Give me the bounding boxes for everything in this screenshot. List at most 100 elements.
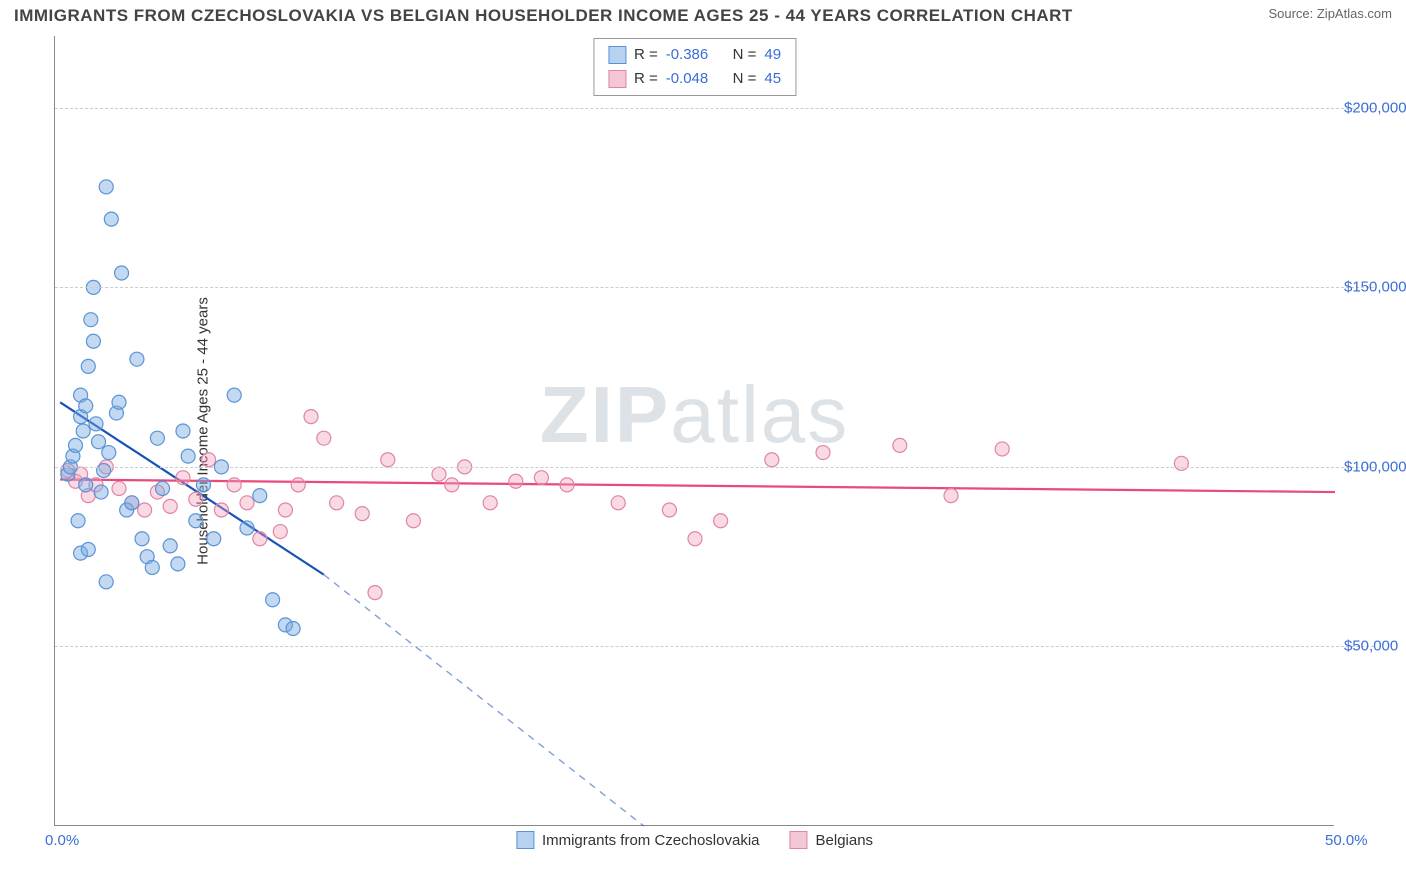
point-belgian (509, 474, 523, 488)
point-belgian (611, 496, 625, 510)
point-czech (104, 212, 118, 226)
point-belgian (765, 453, 779, 467)
plot-area: Householder Income Ages 25 - 44 years ZI… (54, 36, 1334, 826)
point-czech (102, 446, 116, 460)
point-belgian (560, 478, 574, 492)
point-belgian (445, 478, 459, 492)
point-czech (156, 481, 170, 495)
point-czech (99, 180, 113, 194)
point-belgian (368, 586, 382, 600)
point-czech (266, 593, 280, 607)
point-czech (240, 521, 254, 535)
point-czech (112, 395, 126, 409)
belgian-n-value: 45 (764, 67, 781, 91)
point-czech (176, 424, 190, 438)
legend-item-czech: Immigrants from Czechoslovakia (516, 831, 760, 849)
point-czech (79, 478, 93, 492)
legend-swatch-czech (516, 831, 534, 849)
point-belgian (227, 478, 241, 492)
y-tick-label: $200,000 (1344, 99, 1406, 116)
point-czech (92, 435, 106, 449)
r-label: R = (634, 67, 658, 91)
gridline-h (55, 646, 1374, 647)
point-czech (81, 359, 95, 373)
point-czech (76, 424, 90, 438)
source-prefix: Source: (1268, 6, 1316, 21)
point-belgian (273, 525, 287, 539)
legend-label-belgian: Belgians (816, 832, 874, 849)
legend-swatch-belgian (790, 831, 808, 849)
point-belgian (176, 471, 190, 485)
point-belgian (278, 503, 292, 517)
point-czech (145, 560, 159, 574)
point-belgian (138, 503, 152, 517)
y-tick-label: $100,000 (1344, 458, 1406, 475)
point-belgian (253, 532, 267, 546)
point-belgian (355, 507, 369, 521)
point-belgian (214, 503, 228, 517)
point-czech (253, 489, 267, 503)
point-belgian (240, 496, 254, 510)
point-czech (89, 417, 103, 431)
point-czech (196, 478, 210, 492)
gridline-h (55, 467, 1374, 468)
point-belgian (893, 438, 907, 452)
swatch-czech (608, 46, 626, 64)
point-belgian (317, 431, 331, 445)
point-belgian (944, 489, 958, 503)
source-link[interactable]: ZipAtlas.com (1317, 6, 1392, 21)
point-czech (84, 313, 98, 327)
chart-svg (55, 36, 1334, 825)
point-czech (227, 388, 241, 402)
point-czech (181, 449, 195, 463)
point-belgian (816, 446, 830, 460)
point-czech (99, 575, 113, 589)
belgian-r-value: -0.048 (666, 67, 709, 91)
chart-header: IMMIGRANTS FROM CZECHOSLOVAKIA VS BELGIA… (14, 6, 1392, 26)
point-belgian (662, 503, 676, 517)
point-czech (207, 532, 221, 546)
point-belgian (163, 499, 177, 513)
point-czech (130, 352, 144, 366)
point-czech (94, 485, 108, 499)
stats-legend-box: R = -0.386 N = 49 R = -0.048 N = 45 (593, 38, 796, 96)
gridline-h (55, 108, 1374, 109)
point-czech (68, 438, 82, 452)
czech-n-value: 49 (764, 43, 781, 67)
czech-r-value: -0.386 (666, 43, 709, 67)
n-label: N = (733, 67, 757, 91)
point-belgian (381, 453, 395, 467)
point-belgian (995, 442, 1009, 456)
point-belgian (483, 496, 497, 510)
point-belgian (714, 514, 728, 528)
y-tick-label: $150,000 (1344, 279, 1406, 296)
gridline-h (55, 287, 1374, 288)
point-czech (79, 399, 93, 413)
chart-title: IMMIGRANTS FROM CZECHOSLOVAKIA VS BELGIA… (14, 6, 1073, 26)
point-belgian (688, 532, 702, 546)
point-belgian (189, 492, 203, 506)
point-czech (125, 496, 139, 510)
point-czech (86, 334, 100, 348)
point-belgian (406, 514, 420, 528)
point-czech (81, 543, 95, 557)
point-czech (150, 431, 164, 445)
point-czech (189, 514, 203, 528)
point-czech (115, 266, 129, 280)
stats-row-czech: R = -0.386 N = 49 (608, 43, 781, 67)
x-tick-label: 0.0% (45, 832, 79, 849)
point-belgian (534, 471, 548, 485)
point-belgian (112, 481, 126, 495)
point-belgian (330, 496, 344, 510)
point-czech (286, 622, 300, 636)
point-belgian (432, 467, 446, 481)
point-czech (97, 464, 111, 478)
point-belgian (291, 478, 305, 492)
point-czech (163, 539, 177, 553)
bottom-legend: Immigrants from Czechoslovakia Belgians (516, 831, 873, 849)
stats-row-belgian: R = -0.048 N = 45 (608, 67, 781, 91)
point-belgian (1174, 456, 1188, 470)
point-belgian (202, 453, 216, 467)
point-czech (71, 514, 85, 528)
x-tick-label: 50.0% (1325, 832, 1368, 849)
